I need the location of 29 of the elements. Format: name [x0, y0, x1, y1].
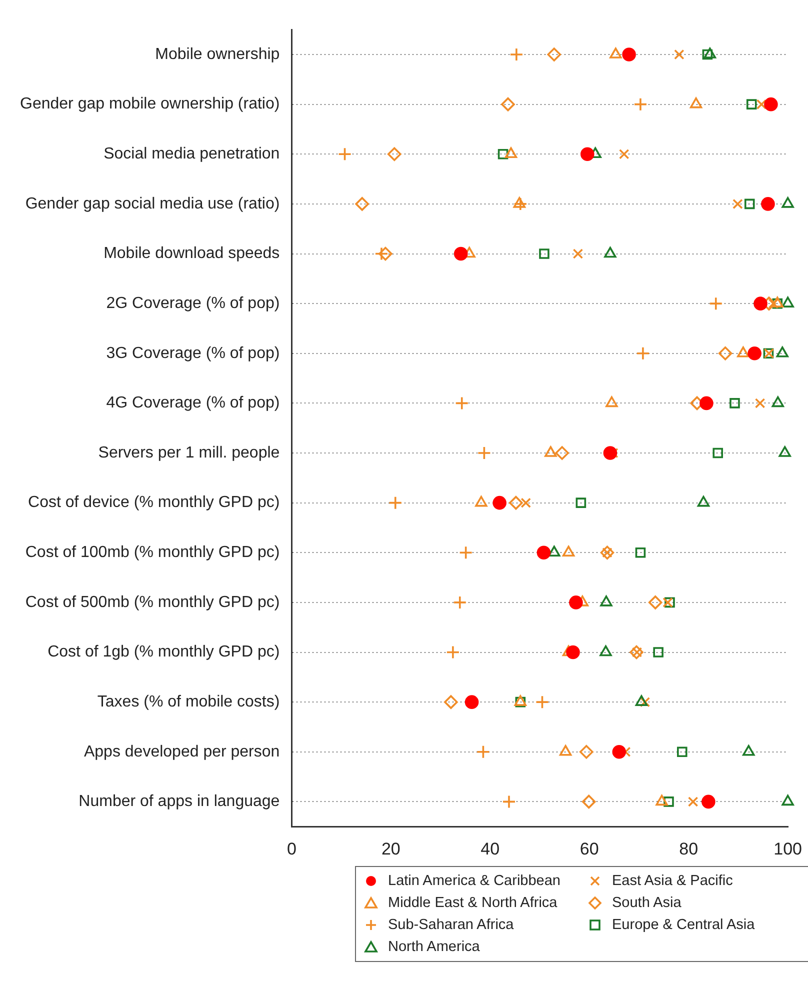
x-tick-label: 100	[774, 839, 802, 858]
y-tick-label: 3G Coverage (% of pop)	[106, 344, 280, 362]
y-tick-label: Gender gap mobile ownership (ratio)	[20, 96, 280, 113]
x-tick-label: 60	[580, 839, 599, 858]
y-tick-label: Cost of 1gb (% monthly GPD pc)	[48, 644, 280, 661]
y-tick-label: Gender gap social media use (ratio)	[25, 195, 280, 212]
legend-label: East Asia & Pacific	[612, 873, 733, 889]
y-tick-label: Number of apps in language	[78, 793, 280, 810]
legend-label: Middle East & North Africa	[388, 895, 558, 911]
legend-label: Europe & Central Asia	[612, 917, 755, 933]
x-tick-label: 0	[286, 839, 296, 858]
x-tick-label: 20	[381, 839, 400, 858]
y-tick-label: Servers per 1 mill. people	[98, 444, 280, 462]
y-tick-label: 2G Coverage (% of pop)	[106, 294, 280, 312]
y-tick-label: Apps developed per person	[84, 743, 280, 760]
y-tick-label: Taxes (% of mobile costs)	[97, 693, 280, 710]
y-tick-label: 4G Coverage (% of pop)	[106, 394, 280, 412]
legend-label: North America	[388, 939, 480, 955]
legend-label: Sub-Saharan Africa	[388, 917, 514, 933]
legend-label: Latin America & Caribbean	[388, 873, 560, 889]
y-tick-label: Cost of 100mb (% monthly GPD pc)	[25, 544, 280, 562]
y-tick-label: Mobile ownership	[155, 46, 280, 63]
x-tick-label: 80	[679, 839, 698, 858]
x-tick-label: 40	[480, 839, 500, 858]
y-tick-label: Cost of 500mb (% monthly GPD pc)	[25, 594, 280, 611]
y-tick-label: Social media penetration	[104, 146, 280, 163]
y-tick-label: Cost of device (% monthly GPD pc)	[28, 494, 280, 512]
legend-label: South Asia	[612, 895, 682, 911]
y-tick-label: Mobile download speeds	[104, 245, 280, 262]
